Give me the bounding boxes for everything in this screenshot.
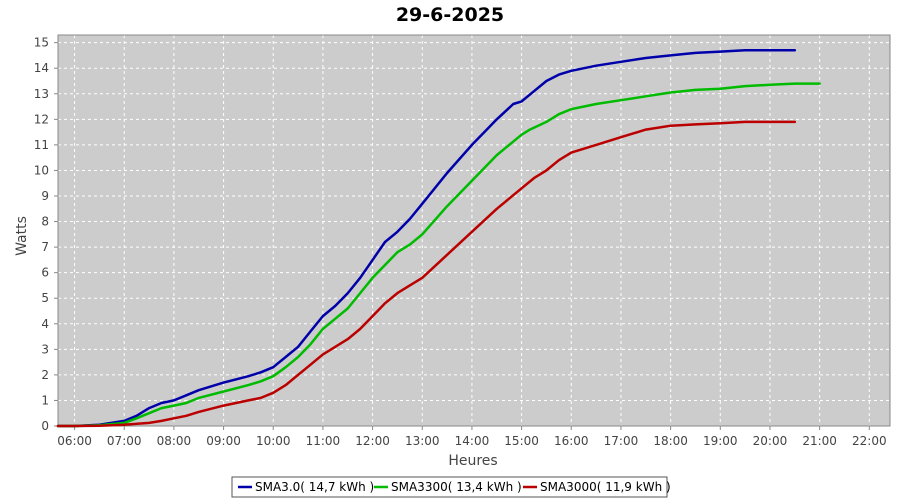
y-tick-label: 14 (34, 61, 49, 75)
series-line-0 (56, 49, 797, 428)
x-axis-title: Heures (448, 453, 497, 469)
x-tick-label: 08:00 (157, 434, 192, 448)
x-tick-label: 21:00 (802, 434, 837, 448)
y-tick-label: 0 (41, 419, 49, 433)
x-tick-label: 06:00 (57, 434, 92, 448)
y-tick-label: 15 (34, 36, 49, 50)
x-tick-label: 20:00 (753, 434, 788, 448)
y-tick-label: 1 (41, 393, 49, 407)
y-tick-label: 4 (41, 317, 49, 331)
x-tick-label: 12:00 (355, 434, 390, 448)
x-tick-label: 16:00 (554, 434, 589, 448)
series-line-2 (56, 120, 797, 428)
x-tick-label: 22:00 (852, 434, 887, 448)
plot-border (57, 34, 891, 427)
x-tick-label: 07:00 (107, 434, 142, 448)
legend-label-2: SMA3000( 11,9 kWh ) (540, 480, 671, 494)
x-tick-label: 11:00 (306, 434, 341, 448)
x-tick-label: 17:00 (604, 434, 639, 448)
y-tick-label: 10 (34, 163, 49, 177)
series-line-1 (56, 82, 821, 428)
y-tick-label: 8 (41, 215, 49, 229)
grid (58, 35, 890, 427)
x-tick-label: 09:00 (206, 434, 241, 448)
x-tick-label: 15:00 (504, 434, 539, 448)
legend-label-1: SMA3300( 13,4 kWh ) (391, 480, 522, 494)
y-tick-label: 9 (41, 189, 49, 203)
x-tick-label: 19:00 (703, 434, 738, 448)
y-tick-label: 7 (41, 240, 49, 254)
x-tick-label: 13:00 (405, 434, 440, 448)
y-tick-label: 13 (34, 87, 49, 101)
legend-box (231, 476, 668, 498)
x-tick-label: 18:00 (653, 434, 688, 448)
y-axis-title: Watts (14, 216, 30, 256)
legend-label-0: SMA3.0( 14,7 kWh ) (255, 480, 374, 494)
legend: SMA3.0( 14,7 kWh ) SMA3300( 13,4 kWh ) SMA… (231, 476, 671, 498)
x-tick-label: 14:00 (455, 434, 490, 448)
x-tick-label: 10:00 (256, 434, 291, 448)
y-tick-label: 11 (34, 138, 49, 152)
y-tick-label: 3 (41, 342, 49, 356)
chart-title: 29-6-2025 (396, 4, 504, 26)
y-tick-label: 5 (41, 291, 49, 305)
y-tick-label: 2 (41, 368, 49, 382)
series-lines (56, 49, 821, 428)
y-tick-label: 12 (34, 112, 49, 126)
y-tick-label: 6 (41, 266, 49, 280)
